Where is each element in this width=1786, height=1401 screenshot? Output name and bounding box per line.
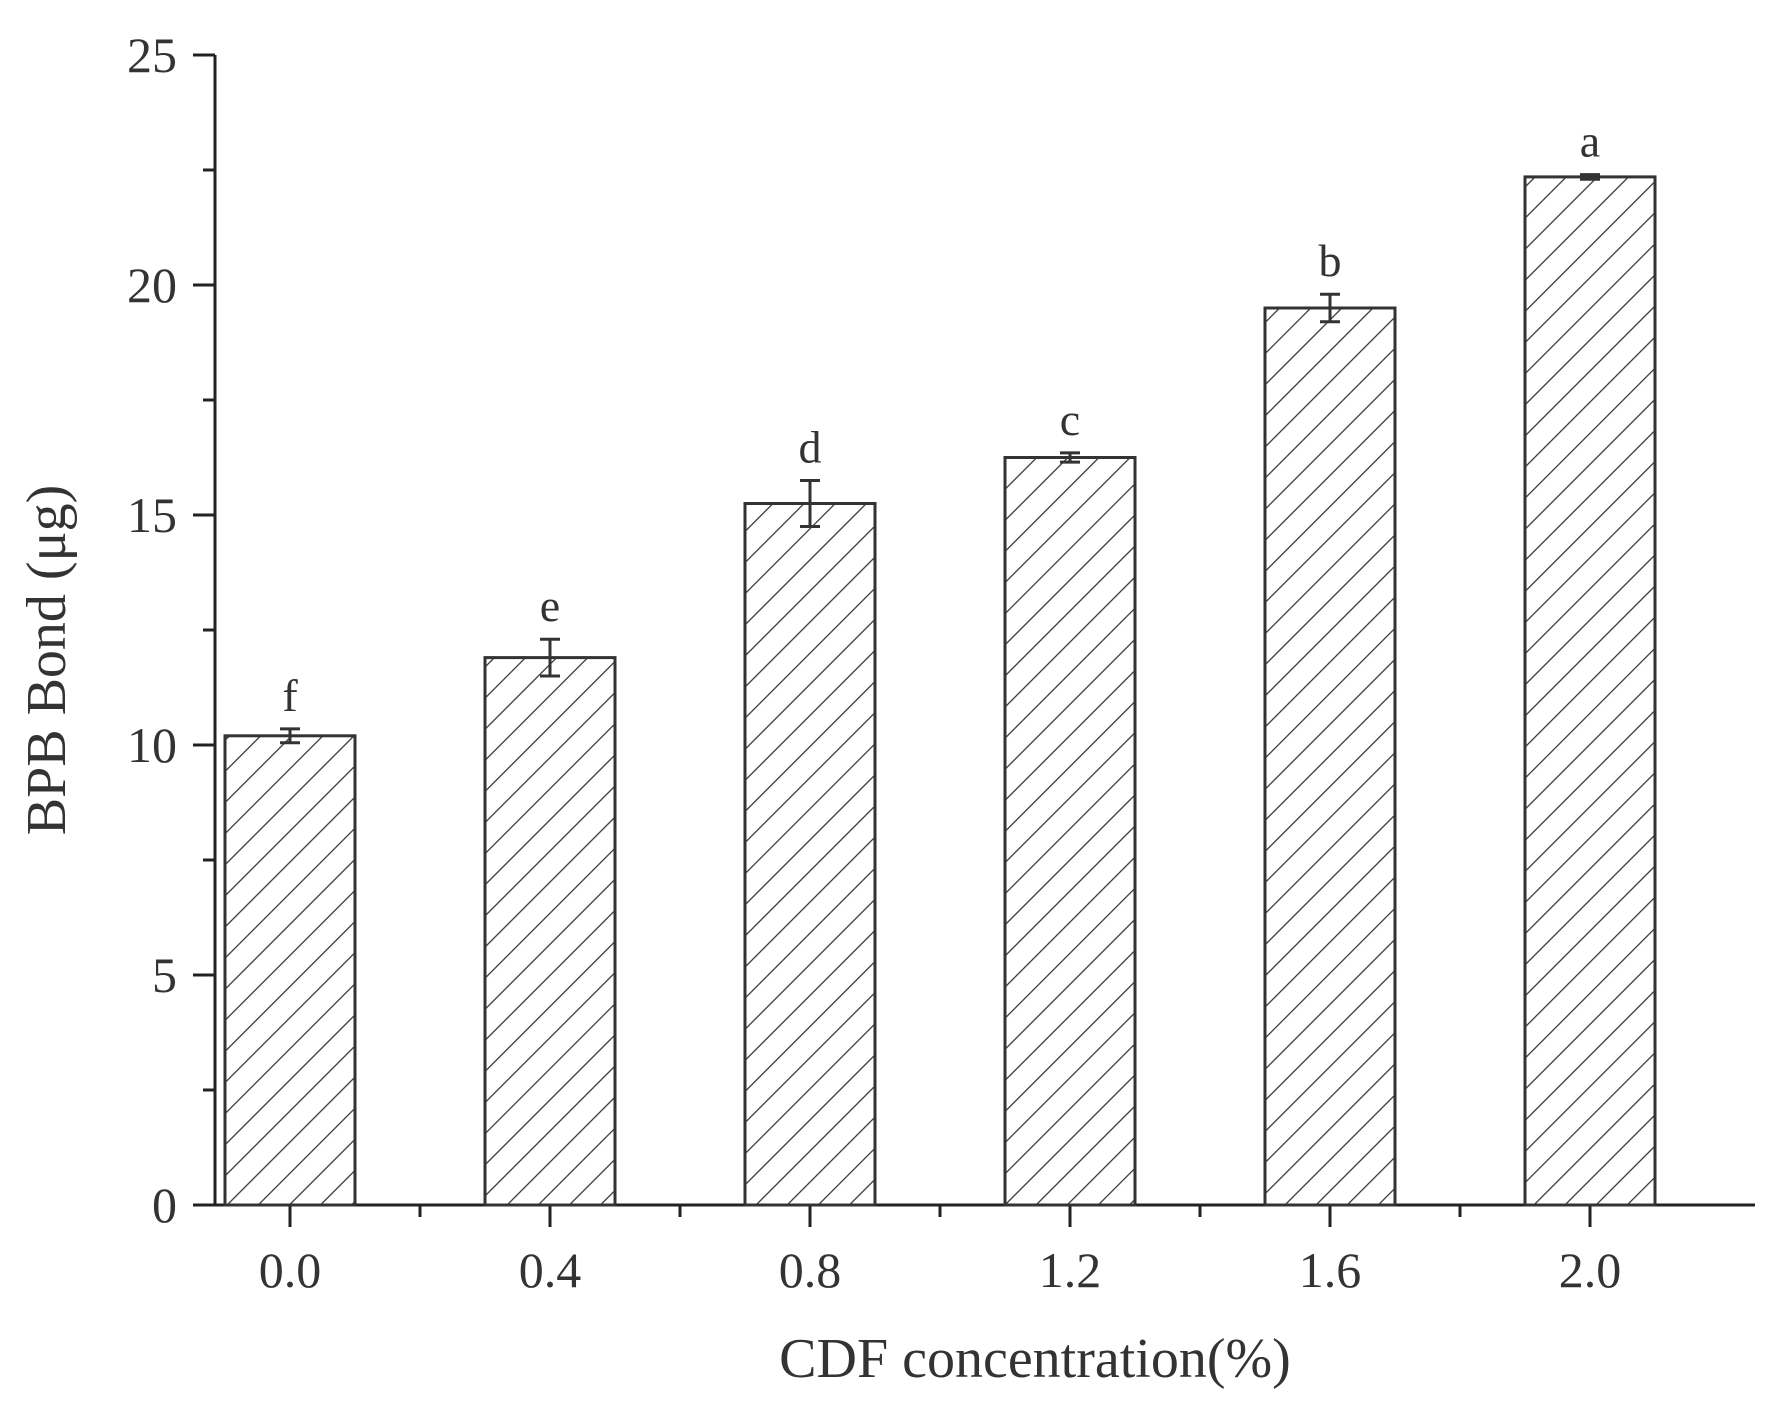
x-tick-label: 1.2 xyxy=(1039,1242,1102,1298)
y-tick-label: 25 xyxy=(127,27,177,83)
x-tick-label: 1.6 xyxy=(1299,1242,1362,1298)
bar xyxy=(1263,306,1397,1207)
error-bar xyxy=(1060,451,1080,464)
y-tick-label: 10 xyxy=(127,717,177,773)
x-axis: 0.0 0.4 0.8 1.2 1.6 2.0 xyxy=(215,1203,1755,1298)
bar xyxy=(223,734,357,1207)
error-bar xyxy=(1320,292,1340,324)
error-bar xyxy=(540,637,560,678)
significance-label: b xyxy=(1319,235,1342,286)
significance-label: d xyxy=(799,422,822,473)
significance-label: e xyxy=(540,580,560,631)
bar xyxy=(483,656,617,1207)
significance-label: c xyxy=(1060,394,1080,445)
y-tick-label: 0 xyxy=(152,1177,177,1233)
significance-label: a xyxy=(1580,116,1600,167)
y-tick-label: 20 xyxy=(127,257,177,313)
bar xyxy=(1523,175,1657,1207)
y-axis-label: BPB Bond (μg) xyxy=(16,485,78,836)
y-tick-label: 5 xyxy=(152,947,177,1003)
x-tick-label: 0.0 xyxy=(259,1242,322,1298)
bars: f e d c b a xyxy=(223,116,1657,1207)
significance-label: f xyxy=(282,670,298,721)
error-bar xyxy=(800,479,820,528)
y-tick-label: 15 xyxy=(127,487,177,543)
x-tick-label: 0.8 xyxy=(779,1242,842,1298)
x-tick-label: 0.4 xyxy=(519,1242,582,1298)
bar xyxy=(743,502,877,1207)
error-bar xyxy=(280,727,300,745)
x-tick-label: 2.0 xyxy=(1559,1242,1622,1298)
error-bar xyxy=(1580,173,1600,181)
y-axis: 0 5 10 15 20 25 xyxy=(127,27,217,1233)
x-axis-label: CDF concentration(%) xyxy=(779,1328,1291,1390)
bar xyxy=(1003,456,1137,1207)
